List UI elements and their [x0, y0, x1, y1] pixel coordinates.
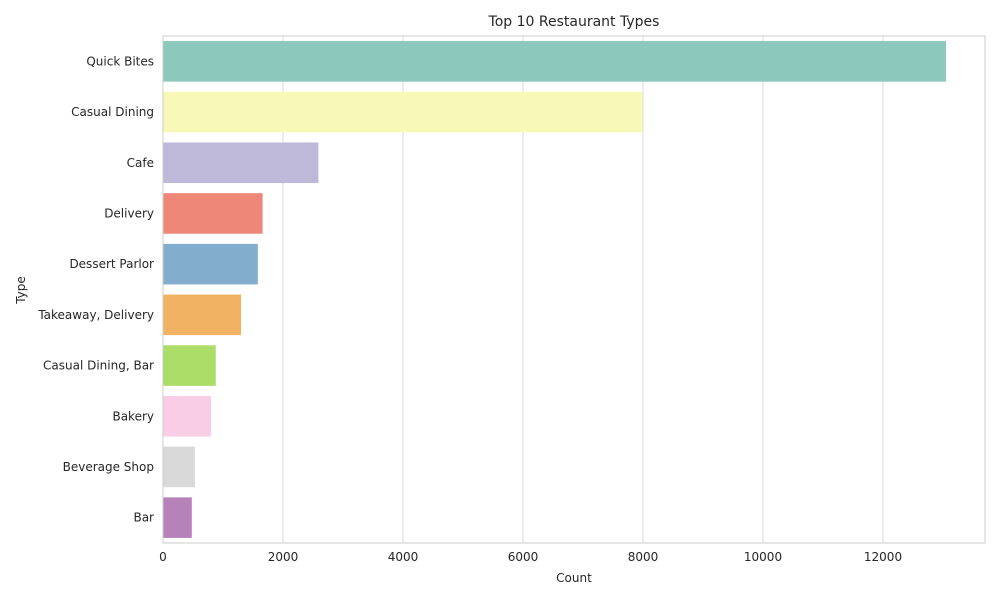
bar	[163, 345, 216, 386]
y-tick-label: Casual Dining	[71, 105, 154, 119]
bar	[163, 243, 258, 285]
bar	[163, 193, 263, 234]
bar	[163, 497, 192, 538]
bar	[163, 294, 241, 336]
bar	[163, 446, 195, 488]
bar	[163, 41, 946, 82]
y-tick-labels: Quick Bites Casual Dining Cafe Delivery Dess…	[37, 54, 154, 524]
chart-title: Top 10 Restaurant Types	[488, 14, 660, 30]
x-tick-label: 0	[159, 550, 167, 564]
y-tick-label: Casual Dining, Bar	[43, 359, 154, 373]
y-axis-label: Type	[14, 276, 28, 305]
y-tick-label: Beverage Shop	[63, 460, 154, 474]
x-tick-label: 12000	[864, 550, 902, 564]
x-tick-labels: 0 2000 4000 6000 8000 10000 12000	[159, 550, 902, 564]
y-tick-label: Bar	[133, 511, 154, 525]
y-tick-label: Takeaway, Delivery	[37, 308, 154, 322]
bar	[163, 91, 643, 133]
bars	[163, 41, 946, 538]
y-tick-label: Delivery	[104, 206, 154, 220]
y-tick-label: Quick Bites	[86, 54, 154, 68]
x-tick-label: 8000	[628, 550, 659, 564]
y-tick-label: Cafe	[127, 156, 154, 170]
axes	[162, 35, 986, 544]
y-tick-label: Dessert Parlor	[69, 257, 154, 271]
bar	[163, 395, 211, 437]
x-tick-label: 6000	[508, 550, 539, 564]
x-tick-label: 10000	[744, 550, 782, 564]
x-tick-label: 2000	[268, 550, 299, 564]
x-axis-label: Count	[556, 571, 592, 585]
y-tick-label: Bakery	[112, 409, 154, 423]
x-tick-label: 4000	[388, 550, 419, 564]
plot-frame	[162, 35, 986, 544]
bar	[163, 142, 319, 184]
